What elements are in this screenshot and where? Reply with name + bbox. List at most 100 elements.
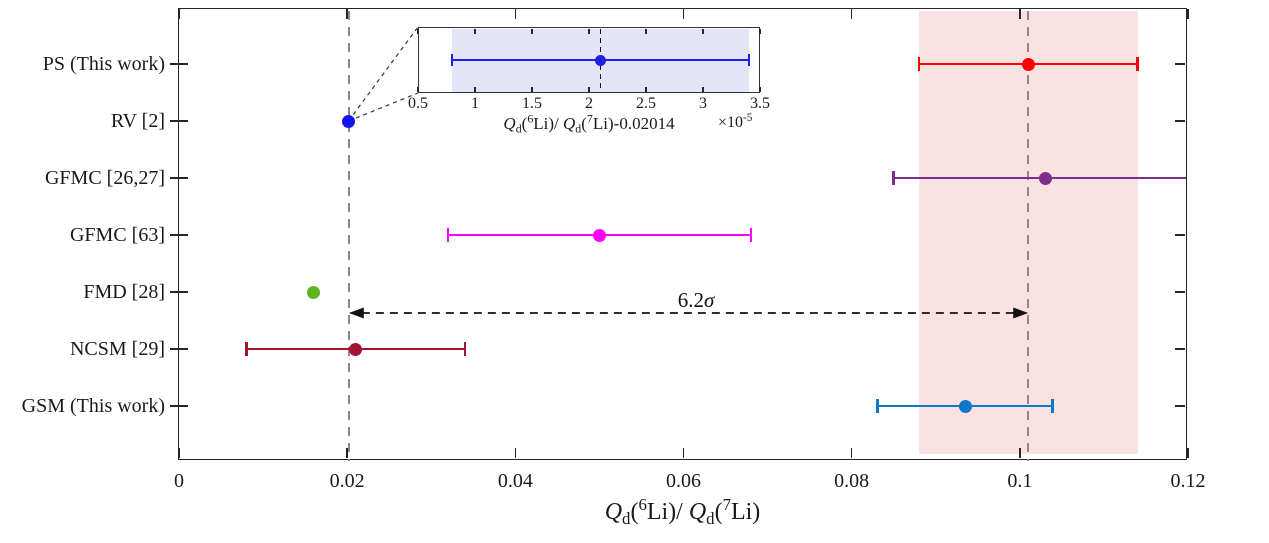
y-tick-right (1175, 291, 1185, 293)
x-tick-bottom (850, 448, 853, 458)
inset-tick-bottom (759, 86, 761, 92)
inset-tick-label: 2 (585, 95, 593, 112)
inset-xlabel: Qd(6Li)/ Qd(7Li)-0.02014 (418, 111, 760, 136)
y-tick-left (170, 348, 188, 350)
xlabel-sub2: d (706, 509, 715, 529)
x-tick-label: 0 (174, 470, 184, 492)
errorbar-cap-right (749, 228, 753, 242)
xlabel-li2: Li (730, 499, 753, 525)
annotation-overlay (348, 26, 1029, 319)
sigma-annotation: 6.2σ (636, 288, 756, 313)
y-tick-right (1175, 63, 1185, 65)
inset-tick-label: 2.5 (636, 95, 656, 112)
inset-xlabel-mid: )/ (548, 114, 564, 133)
y-axis-category-label: GFMC [63] (69, 224, 165, 246)
data-point (349, 342, 363, 356)
inset-plot: Qd(6Li)/ Qd(7Li)-0.02014 ×10-5 0.5 1 1.5 2 2… (408, 27, 770, 152)
inset-tick-label: 3.5 (750, 95, 770, 112)
dashed-reference-line (1027, 11, 1030, 461)
errorbar-cap-left (917, 57, 921, 71)
errorbar-cap-left (245, 342, 248, 356)
inset-errorbar-cap-right (747, 54, 750, 66)
xlabel-open2: ( (714, 499, 723, 525)
inset-tick-bottom (588, 86, 590, 92)
sigma-arrowhead-right (1013, 307, 1029, 319)
inset-tick-bottom (417, 86, 419, 92)
plot-area: 6.2σ Qd(6Li)/ Qd(7Li)-0.02014 ×10-5 0.5 1… (22, 8, 1206, 492)
xlabel-li1: Li (646, 499, 669, 525)
errorbar-cap-left (876, 399, 879, 413)
y-tick-right (1175, 405, 1185, 407)
y-axis-category-label: FMD [28] (83, 281, 165, 303)
x-tick-label: 0.02 (329, 470, 365, 492)
y-axis-category-label: GFMC [26,27] (44, 167, 165, 189)
inset-data-point (594, 54, 606, 66)
x-tick-top (178, 9, 180, 19)
xlabel-sub1: d (622, 509, 631, 529)
inset-tick-top (702, 28, 704, 34)
inset-tick-top (417, 28, 419, 34)
dashed-reference-line (347, 11, 350, 461)
x-tick-top (514, 9, 517, 19)
inset-xlabel-open2: ( (581, 114, 587, 133)
inset-tick-bottom (531, 86, 533, 92)
errorbar-cap-right (1136, 57, 1139, 71)
data-point (592, 228, 606, 242)
inset-errorbar-cap-left (451, 54, 454, 66)
inset-tick-top (474, 28, 476, 34)
x-tick-top (1187, 9, 1189, 19)
y-axis-category-label: GSM (This work) (21, 395, 165, 417)
x-tick-label: 0.06 (666, 470, 701, 492)
inset-xlabel-q1: Q (503, 114, 516, 133)
x-tick-bottom (1019, 448, 1021, 458)
errorbar-cap-right (1051, 399, 1054, 413)
x-tick-bottom (178, 448, 180, 458)
y-tick-left (170, 291, 188, 293)
data-point (1038, 171, 1052, 185)
y-tick-left (170, 120, 188, 122)
inset-xlabel-li2: Li (592, 114, 608, 133)
y-tick-left (170, 63, 188, 65)
x-tick-bottom (1187, 448, 1189, 458)
inset-tick-top (759, 28, 761, 34)
x-tick-bottom (682, 448, 685, 458)
inset-tick-label: 1 (471, 95, 479, 112)
inset-tick-top (588, 28, 590, 34)
inset-scale-exp: -5 (743, 111, 753, 124)
sigma-value: 6.2 (677, 288, 704, 312)
y-tick-right (1175, 234, 1185, 236)
x-tick-label: 0.12 (1170, 470, 1206, 492)
inset-tick-bottom (645, 86, 647, 92)
xlabel-q1: Q (604, 499, 623, 525)
inset-xlabel-sub1: d (515, 121, 522, 136)
inset-tick-label: 3 (699, 95, 707, 112)
xlabel-sup1: 6 (638, 494, 647, 514)
inset-scale-label: ×10-5 (718, 111, 753, 132)
inset-tick-label: 1.5 (522, 95, 542, 112)
errorbar-cap-left (446, 228, 450, 242)
sigma-arrowhead-left (348, 307, 364, 319)
inset-xlabel-sup1: 6 (527, 111, 534, 126)
errorbar-cap-right (463, 342, 467, 356)
x-tick-label: 0.1 (1007, 470, 1033, 492)
inset-tick-bottom (474, 86, 476, 92)
y-tick-left (170, 177, 188, 179)
errorbar-cap-left (892, 171, 895, 185)
y-axis-category-label: NCSM [29] (69, 338, 165, 360)
y-axis-category-label: RV [2] (110, 110, 165, 132)
x-tick-bottom (514, 448, 517, 458)
inset-tick-top (645, 28, 647, 34)
x-tick-bottom (346, 448, 348, 458)
xlabel-close2: ) (752, 499, 761, 525)
inset-scale-base: ×10 (718, 114, 744, 131)
x-axis-label: Qd(6Li)/ Qd(7Li) (178, 496, 1187, 529)
inset-tick-bottom (702, 86, 704, 92)
inset-xlabel-close2: ) (607, 114, 614, 133)
xlabel-q2: Q (688, 499, 707, 525)
y-tick-left (170, 234, 188, 236)
y-tick-right (1175, 348, 1185, 350)
x-tick-label: 0.08 (834, 470, 870, 492)
inset-xlabel-sup2: 7 (586, 111, 593, 126)
inset-xlabel-li1: Li (533, 114, 549, 133)
